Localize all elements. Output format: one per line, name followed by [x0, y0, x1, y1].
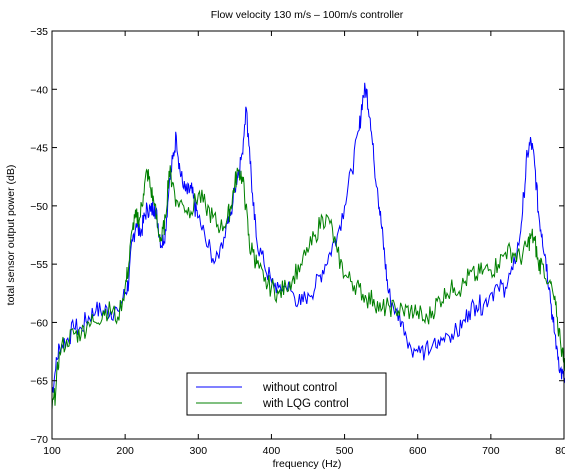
x-tick-label: 500	[336, 445, 354, 457]
x-axis: 100 200 300 400 500 600 700 800	[43, 31, 565, 457]
legend-label-with-lqg-control: with LQG control	[262, 398, 349, 410]
y-tick-label: −65	[30, 376, 48, 388]
legend-box	[186, 372, 387, 416]
y-tick-label: −40	[30, 84, 48, 96]
y-tick-label: −60	[30, 317, 48, 329]
x-tick-label: 300	[190, 445, 208, 457]
plot-frame	[51, 30, 565, 440]
x-tick-label: 200	[116, 445, 134, 457]
plot-lines	[51, 82, 565, 410]
x-tick-label: 600	[409, 445, 427, 457]
series-line-with-lqg-control	[51, 165, 565, 410]
legend: without control with LQG control	[186, 372, 387, 416]
y-tick-label: −45	[30, 143, 48, 155]
y-axis: −70 −65 −60 −55 −50 −45 −40 −35	[30, 26, 564, 446]
x-tick-label: 400	[263, 445, 281, 457]
y-axis-label: total sensor output power (dB)	[5, 165, 17, 306]
x-tick-label: 700	[482, 445, 500, 457]
x-tick-label: 100	[43, 445, 61, 457]
legend-label-without-control: without control	[262, 382, 337, 394]
y-tick-label: −70	[30, 434, 48, 446]
y-tick-label: −50	[30, 201, 48, 213]
x-axis-label: frequency (Hz)	[273, 458, 342, 470]
y-tick-label: −55	[30, 259, 48, 271]
y-tick-label: −35	[30, 26, 48, 38]
chart-title: Flow velocity 130 m/s – 100m/s controlle…	[211, 9, 404, 21]
series-line-without-control	[51, 82, 565, 393]
x-tick-label: 800	[555, 445, 565, 457]
